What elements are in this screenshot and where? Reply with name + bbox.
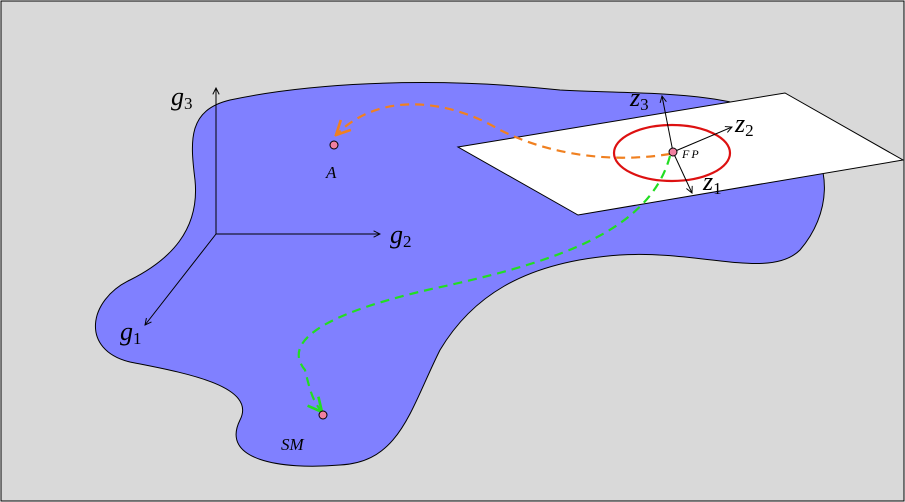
label-g1: g1 xyxy=(120,317,142,348)
tangent-plane xyxy=(456,92,905,216)
neighborhood xyxy=(612,123,732,183)
label-g3: g3 xyxy=(171,82,193,113)
axis-z3 xyxy=(662,96,674,153)
path-to-sm xyxy=(297,155,672,412)
label-z3: z3 xyxy=(629,83,649,114)
point-sm xyxy=(318,410,328,420)
point-a xyxy=(329,140,339,150)
label-z1: z1 xyxy=(702,167,722,198)
point-fp xyxy=(668,147,678,157)
label-g2: g2 xyxy=(390,220,412,251)
axis-z2 xyxy=(672,127,732,153)
path-to-a xyxy=(336,103,671,159)
label-fp: FP xyxy=(681,147,701,161)
axis-z1 xyxy=(672,151,692,193)
label-a: A xyxy=(325,163,337,182)
axis-g1 xyxy=(145,233,217,325)
label-z2: z2 xyxy=(734,109,754,140)
label-sm: SM xyxy=(281,435,305,454)
